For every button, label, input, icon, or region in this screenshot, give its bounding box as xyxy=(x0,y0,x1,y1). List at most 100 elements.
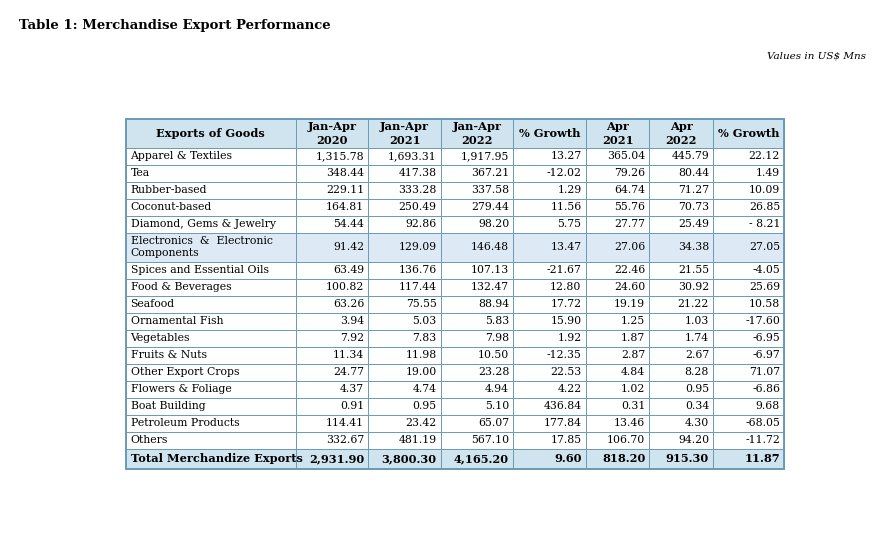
Bar xyxy=(586,199,650,215)
Bar xyxy=(441,295,513,313)
Bar xyxy=(650,165,713,182)
Text: 26.85: 26.85 xyxy=(749,202,780,212)
Bar xyxy=(368,165,441,182)
Bar xyxy=(650,215,713,233)
Bar xyxy=(368,329,441,347)
Text: Petroleum Products: Petroleum Products xyxy=(130,418,239,428)
Text: 1.92: 1.92 xyxy=(558,333,581,343)
Text: 915.30: 915.30 xyxy=(666,453,709,464)
Bar xyxy=(513,233,586,261)
Bar xyxy=(296,148,368,165)
Bar xyxy=(441,148,513,165)
Bar xyxy=(513,381,586,397)
Bar xyxy=(513,449,586,469)
Text: 5.75: 5.75 xyxy=(558,219,581,229)
Bar xyxy=(586,449,650,469)
Bar xyxy=(713,313,784,329)
Bar xyxy=(586,148,650,165)
Bar xyxy=(586,295,650,313)
Bar xyxy=(368,148,441,165)
Text: 13.27: 13.27 xyxy=(550,151,581,161)
Bar xyxy=(441,199,513,215)
Text: 177.84: 177.84 xyxy=(543,418,581,428)
Text: Values in US$ Mns: Values in US$ Mns xyxy=(766,51,866,60)
Bar xyxy=(296,182,368,199)
Bar xyxy=(441,415,513,431)
Text: 24.60: 24.60 xyxy=(614,282,645,292)
Bar xyxy=(296,233,368,261)
Text: 17.85: 17.85 xyxy=(550,435,581,445)
Bar xyxy=(713,381,784,397)
Bar xyxy=(126,415,296,431)
Bar xyxy=(586,182,650,199)
Text: 79.26: 79.26 xyxy=(614,168,645,178)
Text: 94.20: 94.20 xyxy=(678,435,709,445)
Bar xyxy=(586,165,650,182)
Bar xyxy=(368,449,441,469)
Text: 229.11: 229.11 xyxy=(326,185,365,195)
Bar xyxy=(513,261,586,279)
Text: 25.49: 25.49 xyxy=(678,219,709,229)
Text: Exports of Goods: Exports of Goods xyxy=(157,128,266,139)
Text: 22.53: 22.53 xyxy=(550,367,581,377)
Bar xyxy=(513,295,586,313)
Text: 34.38: 34.38 xyxy=(678,242,709,252)
Bar xyxy=(126,119,296,148)
Text: 12.80: 12.80 xyxy=(550,282,581,292)
Text: -6.95: -6.95 xyxy=(752,333,780,343)
Bar xyxy=(713,397,784,415)
Bar xyxy=(713,119,784,148)
Text: 24.77: 24.77 xyxy=(334,367,365,377)
Bar xyxy=(126,233,296,261)
Bar xyxy=(368,279,441,295)
Text: 1,917.95: 1,917.95 xyxy=(461,151,509,161)
Bar xyxy=(441,182,513,199)
Bar xyxy=(513,148,586,165)
Bar xyxy=(126,261,296,279)
Bar xyxy=(126,215,296,233)
Bar xyxy=(513,363,586,381)
Bar xyxy=(126,397,296,415)
Text: 23.28: 23.28 xyxy=(478,367,509,377)
Text: 27.77: 27.77 xyxy=(614,219,645,229)
Bar xyxy=(296,381,368,397)
Text: 11.87: 11.87 xyxy=(744,453,780,464)
Bar xyxy=(126,148,296,165)
Bar xyxy=(368,119,441,148)
Bar xyxy=(713,415,784,431)
Text: 1,693.31: 1,693.31 xyxy=(388,151,436,161)
Text: 4,165.20: 4,165.20 xyxy=(454,453,509,464)
Bar xyxy=(513,313,586,329)
Bar xyxy=(441,431,513,449)
Bar xyxy=(713,295,784,313)
Bar xyxy=(126,295,296,313)
Bar xyxy=(368,397,441,415)
Bar xyxy=(441,215,513,233)
Bar xyxy=(650,233,713,261)
Bar xyxy=(650,397,713,415)
Bar xyxy=(586,381,650,397)
Text: 75.55: 75.55 xyxy=(406,299,436,309)
Bar xyxy=(296,449,368,469)
Bar xyxy=(713,182,784,199)
Text: 63.49: 63.49 xyxy=(333,265,365,275)
Bar xyxy=(368,381,441,397)
Bar xyxy=(586,363,650,381)
Text: 21.55: 21.55 xyxy=(678,265,709,275)
Text: 19.19: 19.19 xyxy=(614,299,645,309)
Text: 4.30: 4.30 xyxy=(685,418,709,428)
Text: 0.34: 0.34 xyxy=(685,401,709,411)
Text: 25.69: 25.69 xyxy=(749,282,780,292)
Text: 64.74: 64.74 xyxy=(614,185,645,195)
Text: 4.37: 4.37 xyxy=(340,384,365,394)
Bar xyxy=(513,415,586,431)
Text: 279.44: 279.44 xyxy=(471,202,509,212)
Text: 436.84: 436.84 xyxy=(543,401,581,411)
Text: 71.07: 71.07 xyxy=(749,367,780,377)
Bar xyxy=(513,431,586,449)
Text: 30.92: 30.92 xyxy=(678,282,709,292)
Text: 65.07: 65.07 xyxy=(478,418,509,428)
Bar xyxy=(296,347,368,363)
Text: 4.74: 4.74 xyxy=(412,384,436,394)
Text: 0.95: 0.95 xyxy=(685,384,709,394)
